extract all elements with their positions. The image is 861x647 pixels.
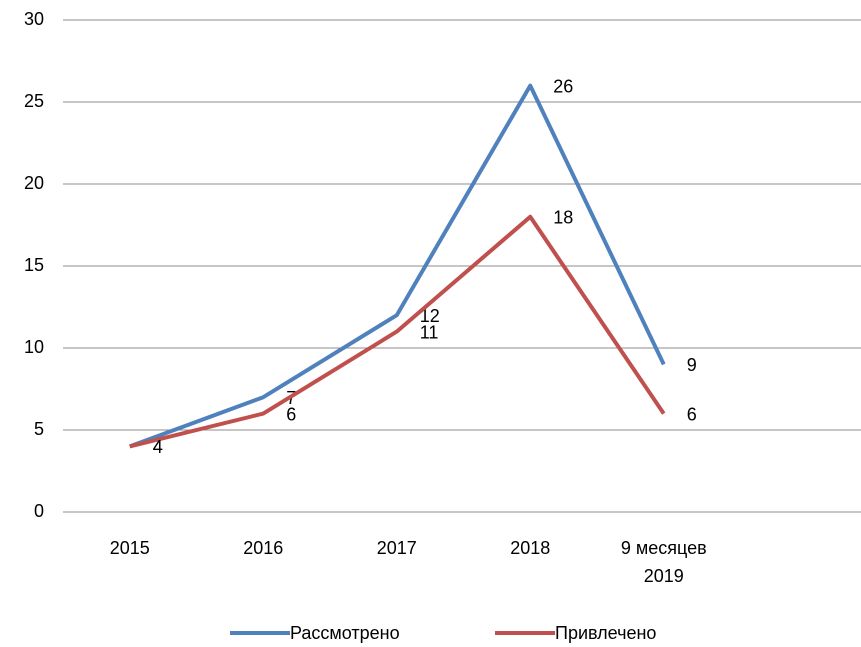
data-label: 6: [687, 404, 697, 424]
x-tick-label: 2018: [510, 538, 550, 558]
line-series: [129, 214, 666, 449]
x-tick-label: 2015: [110, 538, 150, 558]
legend-label: Привлечено: [555, 623, 656, 643]
data-label: 9: [687, 355, 697, 375]
data-label: 18: [553, 208, 573, 228]
y-tick-label: 20: [24, 173, 44, 193]
x-tick-label: 9 месяцев 2019: [621, 538, 707, 586]
line-series: [129, 83, 666, 449]
y-tick-label: 0: [34, 501, 44, 521]
data-label: 6: [286, 404, 296, 424]
y-tick-label: 30: [24, 9, 44, 29]
data-label: 11: [420, 322, 439, 342]
data-label: 4: [153, 437, 163, 457]
data-label: 12: [420, 306, 440, 326]
y-tick-label: 10: [24, 337, 44, 357]
x-tick-label: 2017: [377, 538, 417, 558]
y-tick-label: 25: [24, 91, 44, 111]
y-tick-label: 15: [24, 255, 44, 275]
legend-label: Рассмотрено: [290, 623, 400, 643]
x-tick-label: 2016: [243, 538, 283, 558]
data-label: 26: [553, 76, 573, 96]
data-label: 4: [153, 437, 163, 457]
y-tick-label: 5: [34, 419, 44, 439]
